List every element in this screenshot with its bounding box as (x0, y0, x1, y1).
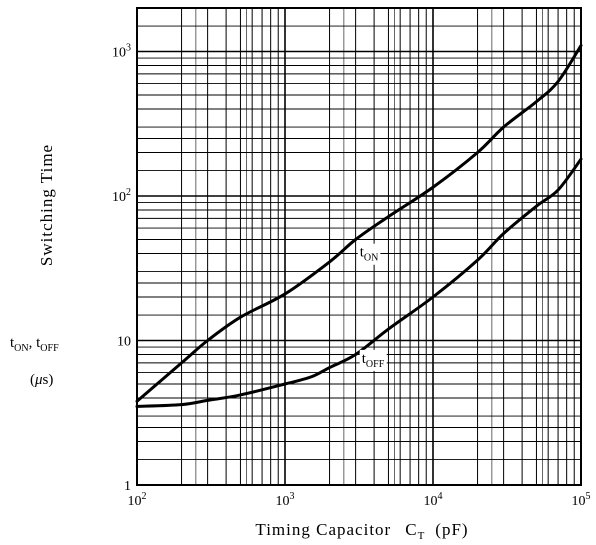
y-axis-quantity: tON, tOFF (10, 335, 59, 354)
y-axis-title: Switching Time (37, 144, 56, 266)
x-tick-labels: 102 103 104 105 (128, 491, 591, 509)
x-tick-label: 103 (276, 491, 295, 509)
x-tick-label: 104 (424, 491, 443, 509)
y-tick-label: 103 (112, 42, 131, 60)
y-tick-label: 102 (112, 187, 131, 205)
y-tick-label: 1 (124, 479, 131, 494)
x-axis-title: Timing Capacitor CT (pF) (255, 520, 468, 542)
y-tick-labels: 1 10 102 103 (112, 42, 131, 494)
y-axis-unit: (μs) (30, 372, 53, 388)
y-tick-label: 10 (117, 334, 131, 349)
curves: tON tOFF (137, 46, 581, 407)
x-tick-label: 105 (572, 491, 591, 509)
